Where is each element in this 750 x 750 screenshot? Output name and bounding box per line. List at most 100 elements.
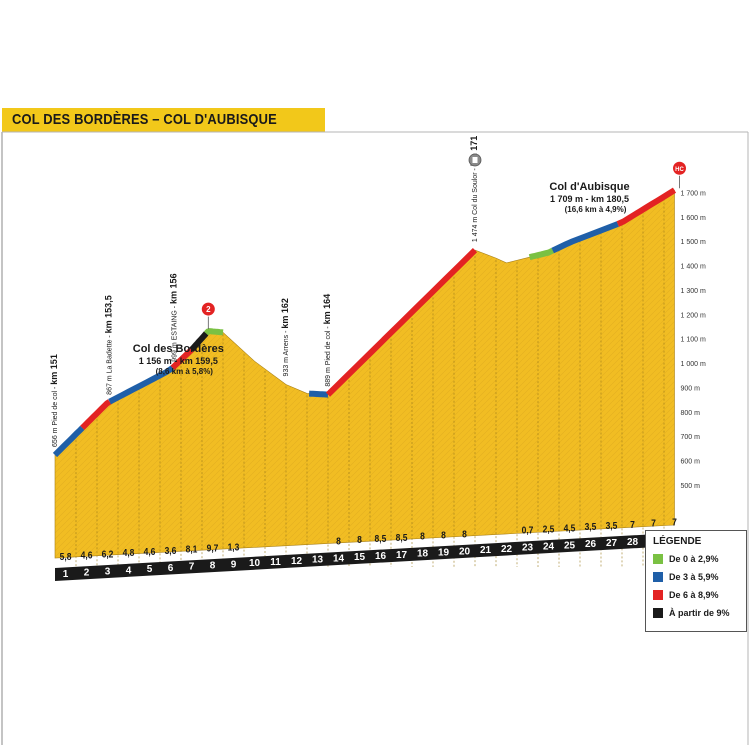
- km-tick-label: 23: [522, 543, 534, 554]
- summit-climb: (16,6 km à 4,9%): [565, 205, 627, 214]
- km-tick-label: 12: [291, 556, 303, 567]
- km-tick-label: 26: [585, 539, 597, 550]
- km-tick-label: 16: [375, 551, 387, 562]
- grade-segment-green: [528, 247, 554, 261]
- y-tick-label: 1 100 m: [681, 337, 706, 344]
- gradient-label: 2,5: [543, 524, 555, 535]
- y-tick-label: 900 m: [681, 385, 701, 392]
- gradient-label: 4,6: [144, 546, 156, 557]
- y-tick-label: 1 500 m: [681, 239, 706, 246]
- waypoint-km: km 164: [322, 294, 332, 325]
- legend-label: De 3 à 5,9%: [669, 572, 719, 582]
- category-badge: [672, 160, 687, 176]
- legend-box: LÉGENDE De 0 à 2,9% De 3 à 5,9% De 6 à 8…: [645, 530, 747, 632]
- km-tick-label: 10: [249, 558, 261, 569]
- grade-segment-blue: [551, 221, 619, 254]
- svg-text:999 m ESTAING - km 156: 999 m ESTAING - km 156: [169, 273, 179, 361]
- waypoint-label: 889 m Pied de col - km 164: [322, 294, 332, 387]
- grade-segment-black: [189, 331, 209, 352]
- y-tick-label: 1 000 m: [681, 361, 706, 368]
- waypoint-km: km 153,5: [104, 295, 114, 333]
- km-tick-label: 11: [270, 557, 281, 568]
- summit-name: Col des Bordères: [133, 343, 224, 355]
- waypoint-text: 867 m La Badette -: [107, 333, 114, 394]
- svg-text:656 m Pied de col - km 151: 656 m Pied de col - km 151: [49, 354, 59, 447]
- km-tick-label: 3: [105, 566, 111, 577]
- km-tick-label: 18: [417, 549, 429, 560]
- y-tick-label: 1 700 m: [681, 190, 706, 197]
- gradient-label: 3,5: [606, 520, 618, 531]
- km-tick-label: 28: [627, 537, 639, 548]
- waypoint-text: 1 474 m Col du Soulor -: [472, 166, 479, 242]
- summit-altitude: 1 709 m - km 180,5: [550, 194, 629, 204]
- svg-text:933 m Arrens - km 162: 933 m Arrens - km 162: [280, 298, 290, 376]
- km-tick-label: 27: [606, 538, 618, 549]
- gradient-label: 5,8: [60, 551, 72, 562]
- gradient-label: 8: [357, 535, 362, 546]
- grade-segment-blue: [108, 365, 175, 405]
- legend-label: À partir de 9%: [669, 608, 730, 618]
- km-tick-label: 25: [564, 540, 576, 551]
- profile-area: [54, 189, 675, 559]
- svg-text:1 474 m Col du Soulor - km 171: 1 474 m Col du Soulor - km 171: [469, 136, 479, 242]
- grade-segment-blue: [52, 425, 85, 458]
- gradient-label: 7: [630, 519, 635, 530]
- km-tick-label: 13: [312, 555, 324, 566]
- gradient-label: 4,5: [564, 523, 576, 534]
- gradient-label: 8: [462, 529, 467, 540]
- y-tick-label: 600 m: [681, 459, 701, 466]
- gradient-label: 4,6: [81, 550, 93, 561]
- km-tick-label: 24: [543, 542, 555, 553]
- gradient-label: 7: [651, 518, 656, 529]
- y-tick-label: 1 600 m: [681, 215, 706, 222]
- waypoint-text: 656 m Pied de col -: [52, 385, 59, 447]
- gradient-label: 8: [336, 536, 341, 547]
- gradient-label: 4,8: [123, 548, 135, 559]
- waypoint-label: 999 m ESTAING - km 156: [169, 273, 179, 361]
- gradient-label: 8: [420, 531, 425, 542]
- legend-item-3: À partir de 9%: [653, 607, 730, 619]
- gradient-label: 7: [672, 517, 677, 528]
- waypoint-text: 933 m Arrens -: [283, 329, 290, 377]
- svg-text:867 m La Badette - km 153,5: 867 m La Badette - km 153,5: [104, 295, 114, 395]
- y-tick-label: 500 m: [681, 483, 701, 490]
- km-tick-label: 15: [354, 552, 366, 563]
- grade-segment-red: [325, 247, 478, 397]
- gradient-label: 3,5: [585, 522, 597, 533]
- grade-segment-blue: [308, 390, 329, 398]
- sprint-icon-inner: [472, 157, 478, 163]
- legend-swatch-green: [653, 554, 663, 564]
- category-label: 2: [206, 305, 211, 314]
- category-badge: [200, 301, 216, 317]
- legend-label: De 0 à 2,9%: [669, 554, 719, 564]
- legend-swatch-blue: [653, 572, 663, 582]
- waypoint-text: 999 m ESTAING -: [172, 304, 179, 362]
- gradient-label: 8: [441, 530, 446, 541]
- km-tick-label: 8: [210, 561, 216, 572]
- km-tick-label: 7: [189, 562, 195, 573]
- grade-segment-red: [170, 347, 194, 371]
- chart-title: COL DES BORDÈRES – COL D'AUBISQUE: [12, 111, 277, 128]
- y-tick-label: 700 m: [681, 434, 701, 441]
- gradient-label: 8,1: [186, 544, 198, 555]
- legend-label: De 6 à 8,9%: [669, 590, 719, 600]
- waypoint-km: km 156: [169, 273, 179, 304]
- gradient-label: 8,5: [396, 532, 408, 543]
- y-tick-label: 800 m: [681, 410, 701, 417]
- waypoint-label: 933 m Arrens - km 162: [280, 298, 290, 376]
- gradient-label: 9,7: [207, 543, 219, 554]
- y-tick-label: 1 300 m: [681, 288, 706, 295]
- km-tick-label: 17: [396, 550, 408, 561]
- legend-item-1: De 3 à 5,9%: [653, 571, 719, 583]
- summit-name: Col d'Aubisque: [549, 181, 629, 193]
- legend-item-0: De 0 à 2,9%: [653, 553, 719, 565]
- y-tick-label: 1 200 m: [681, 312, 706, 319]
- waypoint-km: km 162: [280, 298, 290, 329]
- km-tick-label: 2: [84, 568, 90, 579]
- waypoint-km: km 171: [469, 136, 479, 167]
- km-tick-label: 6: [168, 563, 174, 574]
- legend-swatch-red: [653, 590, 663, 600]
- gradient-label: 3,6: [165, 545, 177, 556]
